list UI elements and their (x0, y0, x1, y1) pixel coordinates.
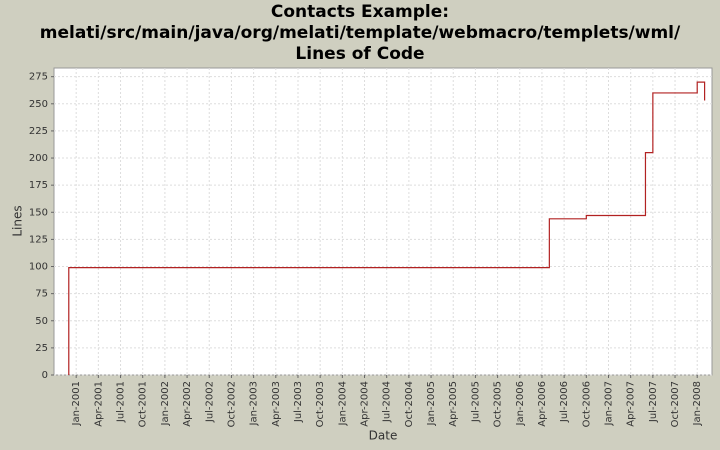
x-tick-label: Oct-2005 (493, 381, 504, 427)
x-tick-label: Apr-2005 (448, 381, 459, 427)
x-tick-label: Oct-2006 (581, 381, 592, 427)
y-tick-label: 25 (35, 343, 48, 354)
x-tick-label: Jul-2005 (470, 381, 481, 423)
x-tick-label: Oct-2007 (670, 381, 681, 427)
line (68, 81, 706, 375)
x-tick-label: Apr-2004 (360, 381, 371, 427)
x-tick-label: Jan-2005 (426, 381, 437, 426)
x-tick-label: Apr-2007 (626, 381, 637, 427)
x-tick-label: Jul-2006 (559, 381, 570, 423)
chart-title: Lines of Code (295, 44, 424, 64)
x-tick-label: Apr-2002 (182, 381, 193, 427)
y-tick-label: 50 (35, 316, 48, 327)
x-tick-label: Oct-2001 (138, 381, 149, 427)
y-tick-label: 75 (35, 289, 48, 300)
x-tick-label: Apr-2006 (537, 381, 548, 427)
x-tick-label: Jan-2007 (603, 381, 614, 426)
x-tick-label: Apr-2003 (271, 381, 282, 427)
y-tick-label: 175 (29, 180, 48, 191)
x-tick-label: Jan-2001 (71, 381, 82, 426)
x-tick-label: Oct-2004 (404, 381, 415, 427)
y-tick-label: 125 (29, 234, 48, 245)
x-tick-label: Jan-2006 (515, 381, 526, 426)
x-tick-label: Oct-2003 (315, 381, 326, 427)
y-tick-label: 200 (29, 153, 48, 164)
chart-title: melati/src/main/java/org/melati/template… (40, 23, 681, 43)
x-tick-label: Jul-2001 (116, 381, 127, 423)
x-tick-label: Jan-2002 (160, 381, 171, 426)
x-tick-label: Jul-2004 (382, 381, 393, 423)
x-axis-label: Date (369, 429, 398, 443)
y-tick-label: 0 (42, 370, 48, 381)
x-tick-label: Jan-2004 (337, 381, 348, 426)
y-tick-label: 100 (29, 262, 48, 273)
plot-area (53, 67, 713, 376)
x-tick-label: Jul-2003 (293, 381, 304, 423)
y-tick-label: 225 (29, 126, 48, 137)
x-tick-label: Apr-2001 (93, 381, 104, 427)
y-axis-label: Lines (11, 205, 25, 236)
chart-title: Contacts Example: (271, 2, 449, 22)
y-tick-label: 250 (29, 99, 48, 110)
x-tick-label: Jan-2008 (692, 381, 703, 426)
x-tick-label: Jul-2007 (648, 381, 659, 423)
y-tick-label: 150 (29, 207, 48, 218)
x-tick-label: Oct-2002 (226, 381, 237, 427)
y-tick-label: 275 (29, 72, 48, 83)
x-tick-label: Jul-2002 (204, 381, 215, 423)
x-tick-label: Jan-2003 (249, 381, 260, 426)
